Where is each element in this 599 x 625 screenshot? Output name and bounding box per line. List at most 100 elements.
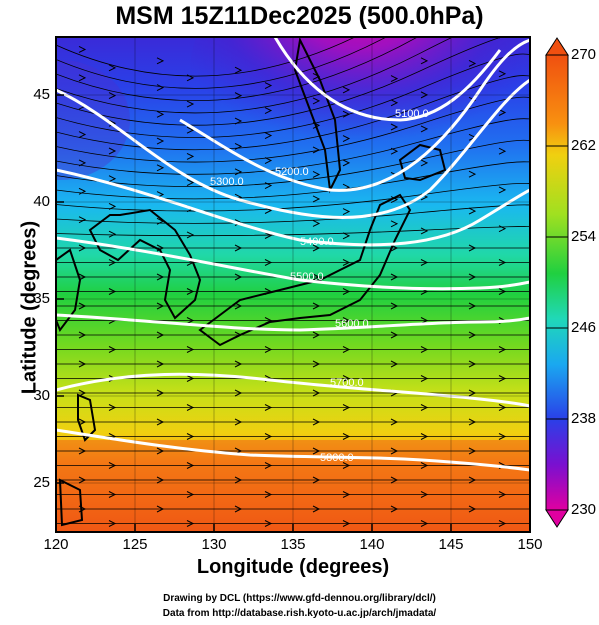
streamline-arrow <box>342 208 351 215</box>
streamline-arrow <box>186 346 195 353</box>
streamline-arrow <box>78 302 87 310</box>
streamline-arrow <box>186 491 195 498</box>
streamline-arrow <box>469 24 475 30</box>
streamline-arrow <box>156 505 165 513</box>
streamline-arrow <box>264 182 273 189</box>
streamline-arrow <box>468 447 477 455</box>
streamline-arrow <box>264 82 273 89</box>
streamline-arrow <box>312 418 321 426</box>
streamline-arrow <box>234 92 243 100</box>
streamline-arrow <box>342 135 351 143</box>
streamline-arrow <box>186 231 195 239</box>
streamline-arrow <box>78 418 87 426</box>
streamline-arrow <box>420 433 429 440</box>
streamline-arrow <box>312 476 321 484</box>
contour-label: 5500.0 <box>290 271 324 283</box>
streamline-arrow <box>342 259 351 266</box>
streamline-arrow <box>264 259 273 266</box>
colorbar-tick-label: 262 <box>571 137 597 154</box>
streamline-arrow <box>108 259 117 266</box>
streamline-arrow <box>234 476 243 484</box>
streamline-arrow <box>186 433 195 440</box>
streamline-arrow <box>498 186 507 194</box>
streamline <box>56 139 530 187</box>
streamline-arrow <box>342 520 351 527</box>
streamline <box>56 37 503 126</box>
streamline-arrow <box>78 74 87 82</box>
streamline-arrow <box>468 360 477 368</box>
colorbar-tick-label: 238 <box>571 410 597 427</box>
contour-5600 <box>56 313 530 332</box>
colorbar-max-triangle <box>545 37 569 56</box>
streamline-arrow <box>108 462 117 469</box>
streamline-arrow <box>468 476 477 484</box>
streamline-arrow <box>498 225 507 233</box>
streamline-arrow <box>312 331 321 339</box>
x-tick-label: 140 <box>359 536 385 553</box>
streamline-arrow <box>108 491 117 498</box>
chart-title: MSM 15Z11Dec2025 (500.0hPa) <box>115 2 484 30</box>
contour-label: 5700.0 <box>330 377 364 389</box>
streamline-arrow <box>498 433 507 440</box>
streamline-arrow <box>108 520 117 527</box>
streamline-arrow <box>186 74 195 82</box>
streamline-arrow <box>156 389 165 397</box>
streamline-arrow <box>312 505 321 513</box>
height-contours <box>56 37 530 472</box>
x-tick-label: 130 <box>201 536 227 553</box>
streamline-arrow <box>264 132 273 139</box>
y-tick-label: 30 <box>33 387 50 404</box>
contour-label: 5400.0 <box>300 236 334 248</box>
streamline-arrow <box>264 232 273 239</box>
streamline-arrow <box>498 70 507 78</box>
streamline <box>56 53 530 138</box>
streamline-arrow <box>420 520 429 527</box>
streamline-arrow <box>468 331 477 339</box>
streamline-arrow <box>186 179 195 187</box>
streamline-arrow <box>390 331 399 339</box>
streamline-arrow <box>342 462 351 469</box>
streamline-arrow <box>156 57 165 65</box>
streamline-arrow <box>342 346 351 353</box>
streamline-arrow <box>78 476 87 484</box>
streamline-arrow <box>420 159 429 167</box>
streamline-arrow <box>498 288 507 295</box>
y-tick-label: 25 <box>33 474 50 491</box>
streamline-arrow <box>264 462 273 469</box>
streamline-arrow <box>186 317 195 324</box>
streamline-arrow <box>468 389 477 397</box>
streamline-arrow <box>156 302 165 310</box>
streamline-arrow <box>186 520 195 527</box>
streamline-arrow <box>468 418 477 426</box>
streamline-arrow <box>312 302 321 310</box>
streamline-arrow <box>78 131 87 138</box>
streamline-arrow <box>390 75 399 83</box>
streamline-arrow <box>498 375 507 382</box>
streamline-arrow <box>390 447 399 455</box>
streamline-arrow <box>498 109 507 116</box>
streamline-arrow <box>468 170 477 178</box>
streamline-arrow <box>420 346 429 353</box>
streamline-arrow <box>498 346 507 353</box>
streamline-arrow <box>312 389 321 397</box>
streamline-arrow <box>468 244 477 252</box>
streamline-arrow <box>342 86 351 94</box>
streamline-arrow <box>342 433 351 440</box>
streamline <box>56 118 530 175</box>
streamline-arrow <box>468 273 477 281</box>
streamline-arrow <box>108 202 117 210</box>
streamline-arrow <box>342 375 351 382</box>
streamline-arrow <box>234 418 243 426</box>
contour-5500 <box>56 236 530 291</box>
streamline-arrow <box>78 159 87 167</box>
streamline-arrow <box>108 404 117 411</box>
contour-label-group: 5100.0 5200.0 5300.0 5400.0 5500.0 5600.… <box>210 108 429 464</box>
streamline-arrow <box>390 273 399 281</box>
streamline-arrow <box>108 64 117 72</box>
streamline-arrow <box>78 187 87 195</box>
streamline-arrow <box>156 476 165 484</box>
streamline-arrow <box>234 168 243 176</box>
streamline-arrow <box>498 491 507 498</box>
contour-5800 <box>56 428 530 472</box>
streamline-arrow <box>186 126 195 134</box>
